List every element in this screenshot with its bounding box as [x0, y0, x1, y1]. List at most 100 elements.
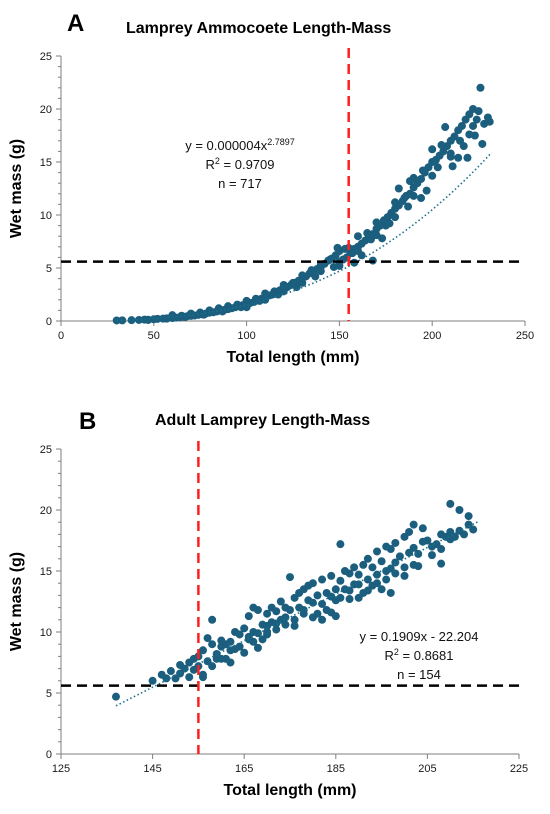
- data-point: [391, 198, 400, 207]
- data-point: [448, 162, 457, 171]
- y-tick-label: 10: [40, 210, 52, 222]
- data-point: [313, 591, 322, 600]
- data-point: [428, 145, 437, 154]
- data-point: [441, 123, 450, 132]
- data-point: [405, 177, 414, 186]
- data-point: [279, 280, 288, 289]
- data-point: [272, 607, 281, 616]
- x-tick-label: 150: [330, 330, 348, 342]
- data-point: [391, 213, 400, 222]
- data-point: [385, 219, 394, 228]
- r-squared-label: R2 = 0.8681: [385, 647, 454, 663]
- data-point: [446, 152, 455, 161]
- y-tick-label: 10: [40, 627, 52, 639]
- data-point: [261, 289, 270, 298]
- x-tick-label: 100: [237, 330, 255, 342]
- data-point: [333, 243, 342, 252]
- data-point: [418, 166, 427, 175]
- data-point: [198, 646, 207, 655]
- data-point: [235, 630, 244, 639]
- x-tick-label: 165: [235, 763, 253, 775]
- data-point: [469, 121, 478, 130]
- data-point: [118, 316, 127, 325]
- data-point: [290, 621, 299, 630]
- data-point: [263, 628, 272, 636]
- data-point: [345, 569, 354, 578]
- data-point: [433, 163, 442, 172]
- data-point: [409, 520, 418, 529]
- data-point: [427, 551, 436, 560]
- y-tick-label: 0: [46, 316, 52, 328]
- data-point: [326, 255, 335, 264]
- data-point: [455, 506, 464, 514]
- data-point: [218, 307, 227, 316]
- panel-label-b: B: [79, 408, 97, 435]
- y-tick-label: 25: [40, 51, 52, 63]
- y-tick-label: 20: [40, 505, 52, 517]
- data-point: [417, 194, 426, 203]
- y-axis-title: Wet mass (g): [8, 552, 25, 651]
- r-squared-label: R2 = 0.9709: [206, 156, 275, 172]
- data-point: [148, 676, 157, 685]
- y-tick-label: 5: [46, 263, 52, 275]
- data-point: [354, 580, 363, 589]
- data-point: [457, 121, 466, 130]
- data-point: [298, 278, 307, 287]
- data-point: [465, 130, 474, 139]
- data-point: [329, 262, 338, 271]
- data-point: [472, 115, 481, 124]
- data-point: [359, 560, 368, 569]
- data-point: [340, 244, 349, 253]
- data-point: [446, 499, 455, 508]
- data-point: [240, 624, 249, 633]
- data-point: [144, 315, 153, 324]
- data-points: [112, 83, 494, 325]
- data-point: [244, 612, 253, 621]
- x-tick-label: 185: [327, 763, 345, 775]
- data-point: [316, 267, 325, 276]
- x-tick-label: 50: [148, 330, 160, 342]
- data-point: [391, 558, 400, 567]
- data-point: [308, 598, 317, 607]
- data-point: [244, 635, 253, 644]
- data-point: [345, 586, 354, 595]
- data-point: [336, 593, 345, 602]
- data-point: [281, 613, 290, 622]
- data-point: [427, 542, 436, 551]
- data-point: [208, 615, 217, 624]
- data-point: [382, 575, 391, 584]
- data-point: [292, 283, 301, 292]
- y-tick-label: 0: [46, 749, 52, 761]
- data-point: [386, 545, 395, 554]
- data-point: [474, 107, 483, 116]
- data-point: [363, 554, 372, 563]
- data-point: [454, 153, 463, 162]
- data-point: [428, 171, 437, 180]
- data-point: [373, 570, 382, 579]
- data-point: [237, 303, 246, 312]
- data-point: [311, 272, 320, 281]
- data-point: [327, 571, 336, 580]
- x-tick-label: 225: [510, 763, 528, 775]
- data-point: [242, 296, 251, 305]
- x-tick-label: 145: [143, 763, 161, 775]
- data-point: [350, 563, 359, 572]
- data-point: [162, 314, 171, 323]
- equation-label: y = 0.1909x - 22.204: [360, 629, 479, 644]
- data-point: [308, 579, 317, 588]
- sample-size-label: n = 154: [397, 667, 441, 682]
- data-point: [464, 512, 473, 521]
- y-axis-title: Wet mass (g): [8, 139, 25, 238]
- data-point: [162, 674, 171, 683]
- x-tick-label: 250: [516, 330, 534, 342]
- chart-panel-a: A Lamprey Ammocoete Length-Mass 0 5 10 15 20…: [0, 0, 550, 380]
- data-point: [386, 588, 395, 597]
- data-point: [459, 142, 468, 151]
- data-point: [249, 603, 258, 612]
- data-point: [391, 569, 400, 578]
- data-point: [373, 579, 382, 588]
- data-point: [240, 648, 249, 657]
- data-point: [198, 673, 207, 682]
- data-point: [450, 132, 459, 141]
